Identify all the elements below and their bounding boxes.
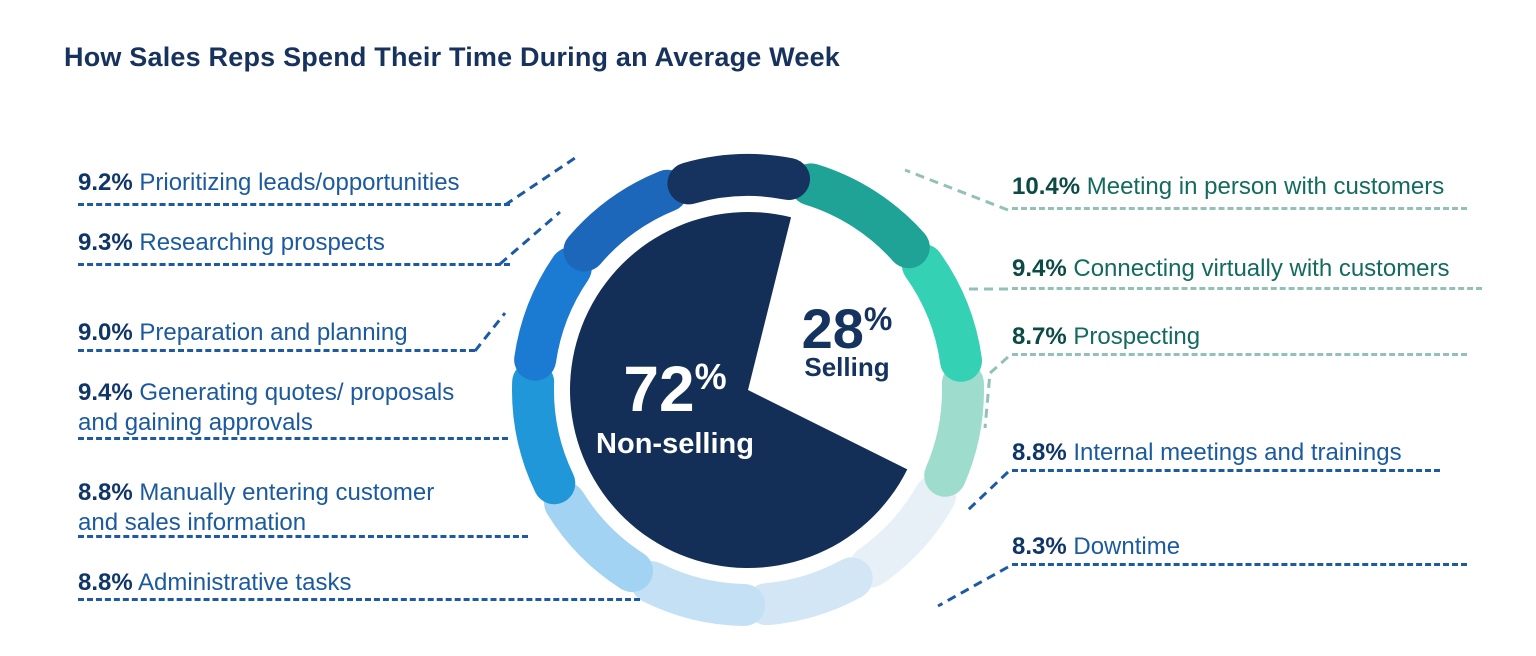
callout-pct: 8.8% (78, 569, 133, 596)
connector-prioritizing (504, 156, 576, 207)
connector-prospecting (983, 355, 1009, 429)
callout-administrative-tasks: 8.8% Administrative tasks (78, 568, 640, 601)
callout-preparation-planning: 9.0% Preparation and planning (78, 318, 475, 352)
non-selling-number: 72 (623, 353, 695, 425)
connector-meeting (904, 168, 1009, 212)
ring-segment-researching-prospects (563, 169, 689, 272)
callout-text: Preparation and planning (139, 319, 408, 346)
callout-text: Administrative tasks (138, 569, 352, 596)
callout-pct: 8.8% (1012, 439, 1067, 466)
callout-text: Meeting in person with customers (1086, 173, 1445, 200)
callout-downtime: 8.3% Downtime (1012, 532, 1467, 566)
callout-meeting-in-person: 10.4% Meeting in person with customers (1012, 172, 1467, 210)
non-selling-percentage: 72% (560, 352, 790, 426)
non-selling-label: Non-selling (596, 428, 754, 460)
selling-label: Selling (804, 352, 890, 382)
ring-segment-internal-meetings-and-trainings (849, 474, 957, 588)
ring-segment-meeting-in-person-with-customers (789, 163, 930, 269)
callout-text: Prospecting (1073, 323, 1201, 350)
callout-internal-meetings: 8.8% Internal meetings and trainings (1012, 438, 1440, 472)
ring-segment-prospecting (924, 362, 984, 497)
callout-generating-quotes: 9.4% Generating quotes/ proposals and ga… (78, 378, 508, 440)
callout-pct: 8.3% (1012, 533, 1067, 560)
callout-text: Manually entering customer and sales inf… (78, 479, 435, 536)
ring-segment-connecting-virtually-with-customers (901, 243, 983, 382)
callout-text: Downtime (1073, 533, 1181, 560)
ring-segment-manually-entering-customer-and-sales-information (544, 482, 654, 593)
selling-percentage: 28% (762, 296, 932, 361)
callout-pct: 9.2% (78, 169, 133, 196)
connector-internal (966, 470, 1010, 512)
callout-text: Researching prospects (139, 229, 385, 256)
callout-text: Prioritizing leads/opportunities (139, 169, 460, 196)
pie-non-selling-wedge (569, 212, 908, 568)
ring-segment-generating-quotes-proposals-and-gaining-approvals (512, 361, 576, 505)
callout-pct: 8.8% (78, 479, 133, 506)
connector-downtime (937, 565, 1009, 608)
callout-manually-entering: 8.8% Manually entering customer and sale… (78, 478, 528, 538)
connector-preparation (473, 312, 507, 352)
callout-connecting-virtually: 9.4% Connecting virtually with customers (1012, 254, 1482, 290)
ring-segment-administrative-tasks (630, 561, 766, 626)
ring-segment-prioritizing-leads-opportunities (667, 154, 811, 205)
callout-pct: 8.7% (1012, 323, 1067, 350)
callout-researching-prospects: 9.3% Researching prospects (78, 228, 510, 266)
callout-pct: 9.4% (1012, 255, 1067, 282)
callout-pct: 9.3% (78, 229, 133, 256)
callout-pct: 9.4% (78, 379, 133, 406)
page-title: How Sales Reps Spend Their Time During a… (64, 42, 841, 72)
callout-pct: 10.4% (1012, 173, 1081, 200)
percent-sign: % (694, 356, 727, 397)
callout-prioritizing-leads: 9.2% Prioritizing leads/opportunities (78, 168, 510, 206)
callout-text: Generating quotes/ proposals and gaining… (78, 379, 455, 436)
selling-number: 28 (801, 297, 864, 360)
connector-researching (499, 210, 561, 266)
percent-sign: % (863, 301, 893, 337)
callout-text: Internal meetings and trainings (1073, 439, 1402, 466)
callout-prospecting: 8.7% Prospecting (1012, 322, 1467, 356)
ring-segment-downtime (745, 557, 873, 626)
callout-text: Connecting virtually with customers (1073, 255, 1450, 282)
ring-segment-preparation-and-planning (514, 247, 592, 381)
callout-pct: 9.0% (78, 319, 133, 346)
